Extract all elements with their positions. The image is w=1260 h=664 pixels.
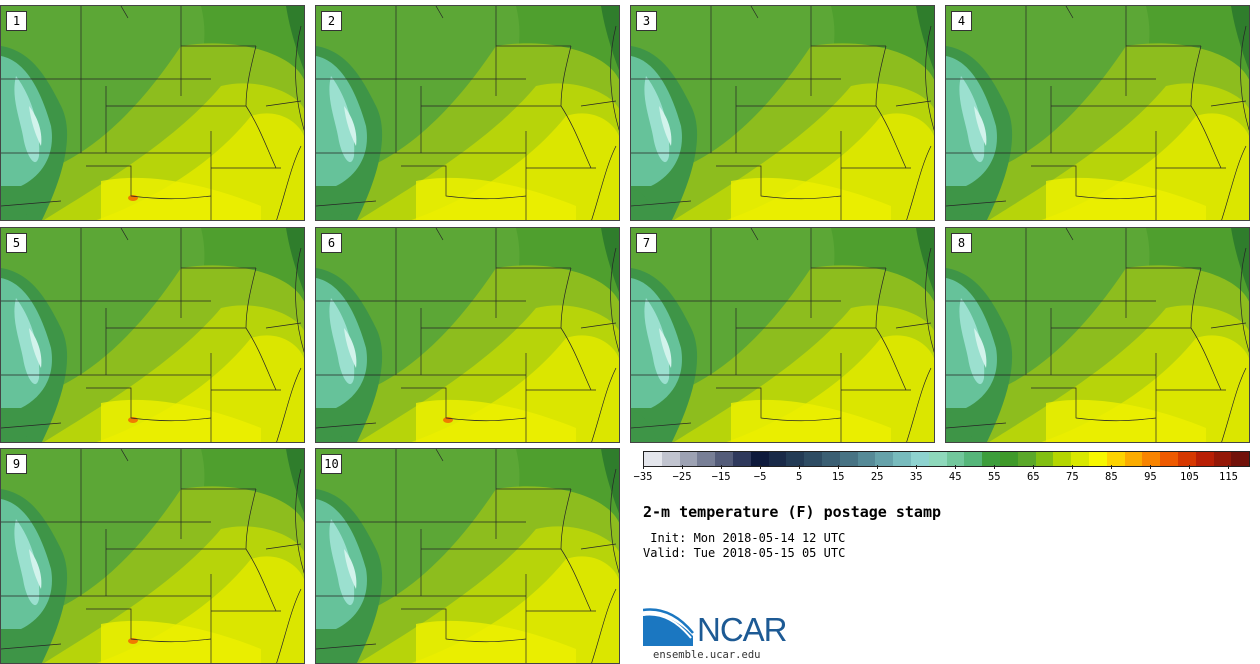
- colorbar-tick-label: 55: [987, 471, 1001, 483]
- colorbar-swatch: [1106, 452, 1125, 466]
- colorbar-swatch: [1124, 452, 1143, 466]
- colorbar-tick: [916, 465, 918, 469]
- ensemble-member-map-5: 5: [0, 227, 305, 443]
- colorbar-swatch: [786, 452, 805, 466]
- colorbar-tick-label: −25: [672, 471, 692, 483]
- member-label: 1: [6, 11, 27, 31]
- colorbar-tick: [877, 465, 879, 469]
- member-label: 6: [321, 233, 342, 253]
- colorbar-swatch: [1088, 452, 1107, 466]
- ensemble-member-map-7: 7: [630, 227, 935, 443]
- colorbar-tick-label: −5: [753, 471, 767, 483]
- colorbar-swatch: [768, 452, 787, 466]
- colorbar-tick-label: −15: [711, 471, 731, 483]
- colorbar-tick: [1033, 465, 1035, 469]
- colorbar-swatch: [1017, 452, 1036, 466]
- colorbar-tick-label: 115: [1218, 471, 1238, 483]
- colorbar-swatch: [982, 452, 1000, 466]
- colorbar-tick-label: 35: [909, 471, 923, 483]
- ensemble-member-map-10: 10: [315, 448, 620, 664]
- ensemble-member-map-1: 1: [0, 5, 305, 221]
- colorbar-ticks: −35 −25 −15 −5 5 15 25 35 45 55 65 75 85 95 105 115: [634, 465, 1248, 487]
- ensemble-member-map-6: 6: [315, 227, 620, 443]
- ensemble-member-map-8: 8: [945, 227, 1250, 443]
- colorbar-swatch: [661, 452, 680, 466]
- member-label: 2: [321, 11, 342, 31]
- colorbar-tick-label: 25: [870, 471, 884, 483]
- ncar-logo-icon: [643, 608, 694, 646]
- colorbar-swatch: [1231, 452, 1250, 466]
- colorbar-tick: [1111, 465, 1113, 469]
- temperature-colorbar: [643, 451, 1250, 467]
- member-label: 7: [636, 233, 657, 253]
- colorbar-tick: [643, 465, 644, 469]
- colorbar-swatch: [1071, 452, 1089, 466]
- member-label: 5: [6, 233, 27, 253]
- member-label: 8: [951, 233, 972, 253]
- colorbar-swatch: [839, 452, 858, 466]
- colorbar-swatch: [644, 452, 662, 466]
- ensemble-member-map-2: 2: [315, 5, 620, 221]
- colorbar-tick-label: 105: [1179, 471, 1199, 483]
- colorbar-tick: [1072, 465, 1074, 469]
- colorbar-tick-label: −35: [633, 471, 653, 483]
- colorbar-swatch: [946, 452, 965, 466]
- colorbar-swatch: [1053, 452, 1072, 466]
- colorbar-swatch: [999, 452, 1018, 466]
- colorbar-tick: [1189, 465, 1191, 469]
- colorbar-swatch: [964, 452, 983, 466]
- colorbar-swatch: [1195, 452, 1214, 466]
- colorbar-swatch: [1160, 452, 1178, 466]
- ensemble-member-map-3: 3: [630, 5, 935, 221]
- colorbar-swatch: [893, 452, 911, 466]
- colorbar-tick: [760, 465, 762, 469]
- colorbar-tick-label: 15: [831, 471, 845, 483]
- colorbar-swatch: [1213, 452, 1232, 466]
- colorbar-tick: [994, 465, 996, 469]
- member-label: 3: [636, 11, 657, 31]
- ensemble-member-map-9: 9: [0, 448, 305, 664]
- member-label: 4: [951, 11, 972, 31]
- colorbar-tick: [955, 465, 957, 469]
- colorbar-swatch: [857, 452, 876, 466]
- colorbar-swatch: [804, 452, 822, 466]
- colorbar-tick: [838, 465, 840, 469]
- colorbar-swatch: [679, 452, 698, 466]
- member-label: 10: [321, 454, 342, 474]
- ncar-logo-text: NCAR: [697, 611, 788, 648]
- colorbar-swatch: [715, 452, 733, 466]
- colorbar-tick-label: 95: [1144, 471, 1157, 483]
- colorbar-tick-label: 5: [795, 471, 803, 483]
- ensemble-member-map-4: 4: [945, 5, 1250, 221]
- ncar-url: ensemble.ucar.edu: [653, 649, 761, 661]
- colorbar-tick: [1150, 465, 1152, 469]
- colorbar-tick-label: 85: [1105, 471, 1118, 483]
- colorbar-swatch: [821, 452, 840, 466]
- colorbar-swatch: [928, 452, 947, 466]
- colorbar-tick-label: 45: [948, 471, 962, 483]
- colorbar-tick: [682, 465, 684, 469]
- colorbar-tick-label: 65: [1026, 471, 1040, 483]
- colorbar-swatch: [750, 452, 769, 466]
- member-label: 9: [6, 454, 27, 474]
- colorbar-swatch: [1035, 452, 1054, 466]
- colorbar-swatch: [1177, 452, 1196, 466]
- colorbar-swatch: [910, 452, 929, 466]
- colorbar-tick: [721, 465, 723, 469]
- init-time: Init: Mon 2018-05-14 12 UTC: [643, 531, 846, 545]
- colorbar-swatch: [1142, 452, 1161, 466]
- chart-title: 2-m temperature (F) postage stamp: [643, 503, 942, 521]
- colorbar-swatch: [875, 452, 894, 466]
- colorbar-tick: [1228, 465, 1230, 469]
- colorbar-swatch: [732, 452, 751, 466]
- colorbar-swatch: [697, 452, 716, 466]
- valid-time: Valid: Tue 2018-05-15 05 UTC: [643, 546, 846, 560]
- colorbar-tick: [799, 465, 801, 469]
- colorbar-tick-label: 75: [1066, 471, 1079, 483]
